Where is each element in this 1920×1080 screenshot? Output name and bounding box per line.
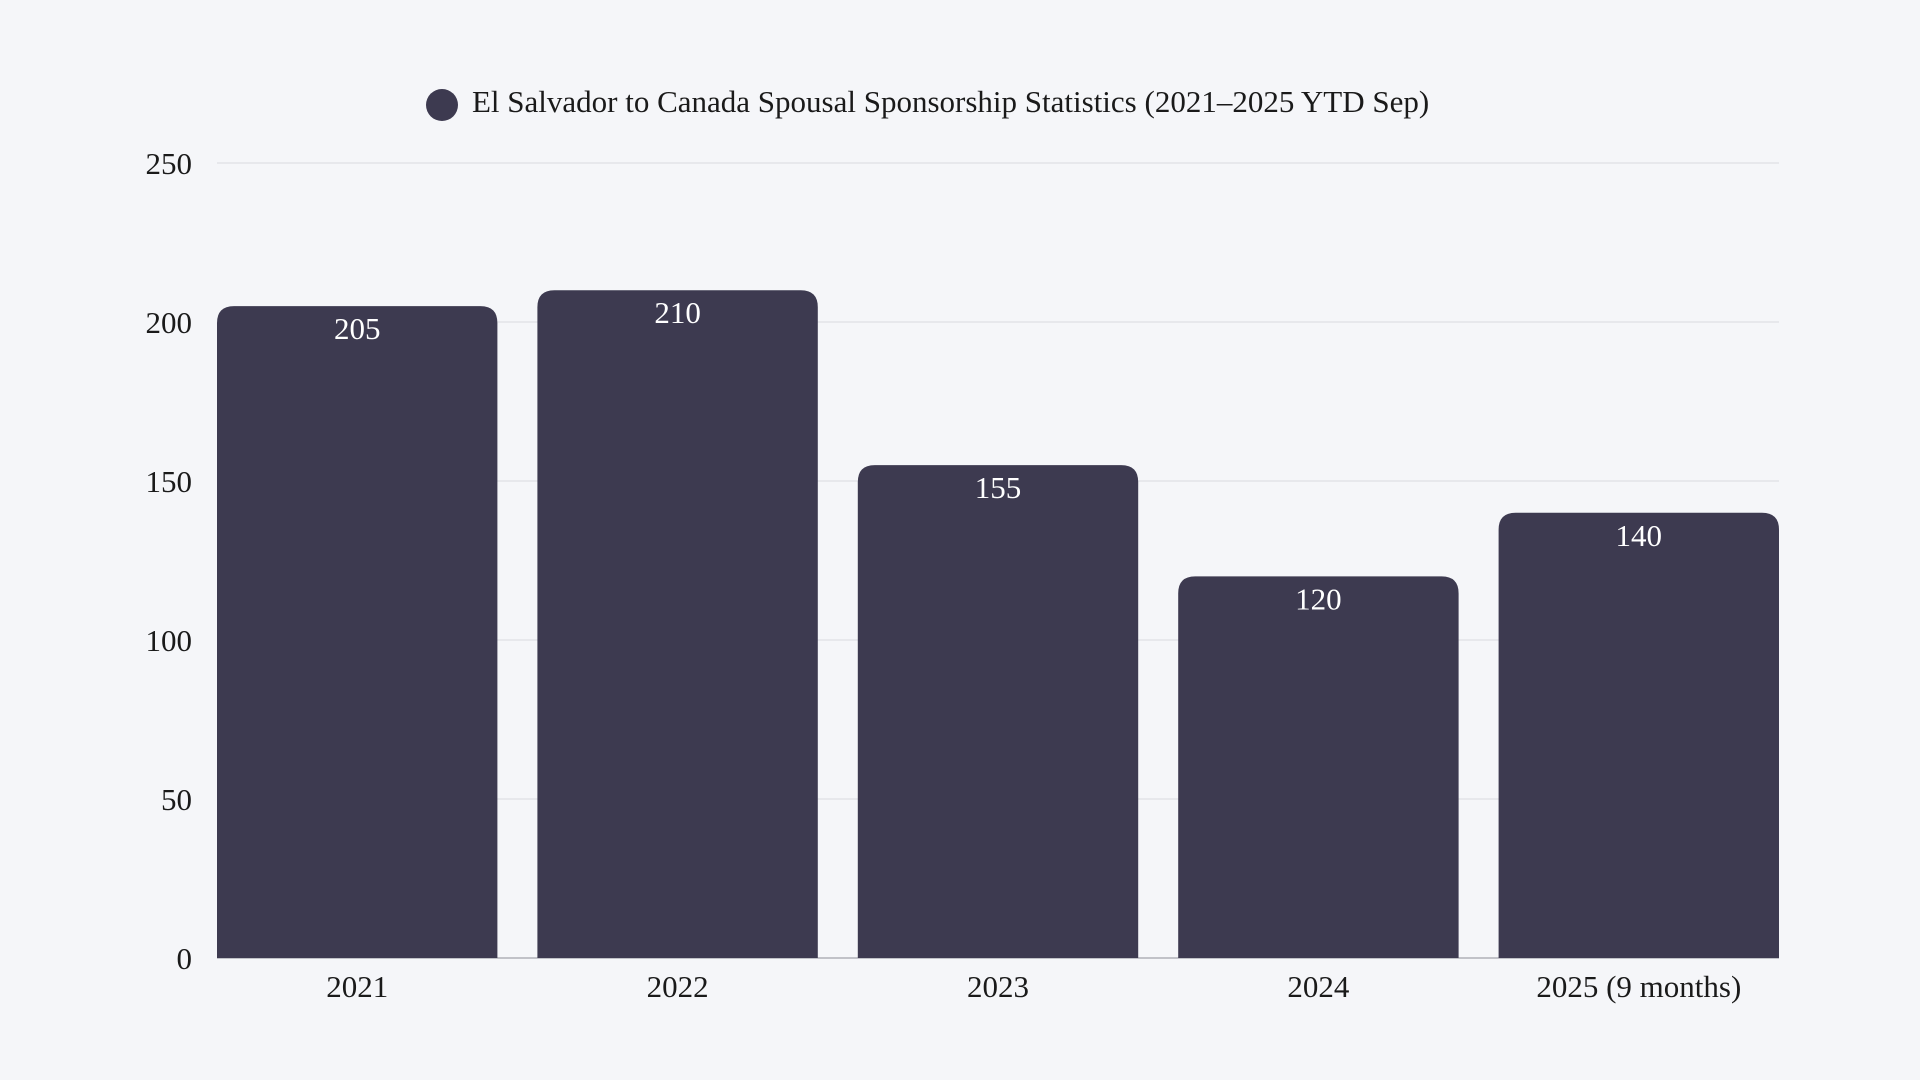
legend-swatch	[426, 89, 458, 121]
bar-2025 (9 months)[interactable]	[1498, 512, 1779, 958]
y-axis: 0 50 100 150 200 250	[146, 146, 193, 976]
x-tick-label: 2025 (9 months)	[1536, 969, 1741, 1004]
y-tick-label: 100	[146, 623, 193, 658]
bars: 205 210 155 120 140	[217, 290, 1779, 959]
bar-2023[interactable]	[857, 465, 1139, 958]
y-tick-label: 150	[146, 464, 193, 499]
data-label: 155	[975, 470, 1022, 505]
x-tick-label: 2022	[647, 969, 709, 1004]
data-label: 120	[1295, 581, 1342, 616]
x-tick-label: 2023	[967, 969, 1029, 1004]
y-tick-label: 50	[161, 782, 192, 817]
data-label: 140	[1616, 518, 1663, 553]
data-label: 205	[334, 311, 381, 346]
x-tick-label: 2024	[1287, 969, 1350, 1004]
legend-label: El Salvador to Canada Spousal Sponsorshi…	[472, 84, 1429, 119]
x-axis: 2021 2022 2023 2024 2025 (9 months)	[326, 969, 1741, 1004]
bar-2021[interactable]	[217, 306, 498, 959]
legend[interactable]: El Salvador to Canada Spousal Sponsorshi…	[426, 84, 1429, 121]
y-tick-label: 250	[146, 146, 193, 181]
data-label: 210	[654, 295, 701, 330]
y-tick-label: 200	[146, 305, 193, 340]
y-tick-label: 0	[177, 941, 193, 976]
x-tick-label: 2021	[326, 969, 388, 1004]
bar-2024[interactable]	[1178, 576, 1459, 958]
bar-2022[interactable]	[537, 290, 818, 958]
